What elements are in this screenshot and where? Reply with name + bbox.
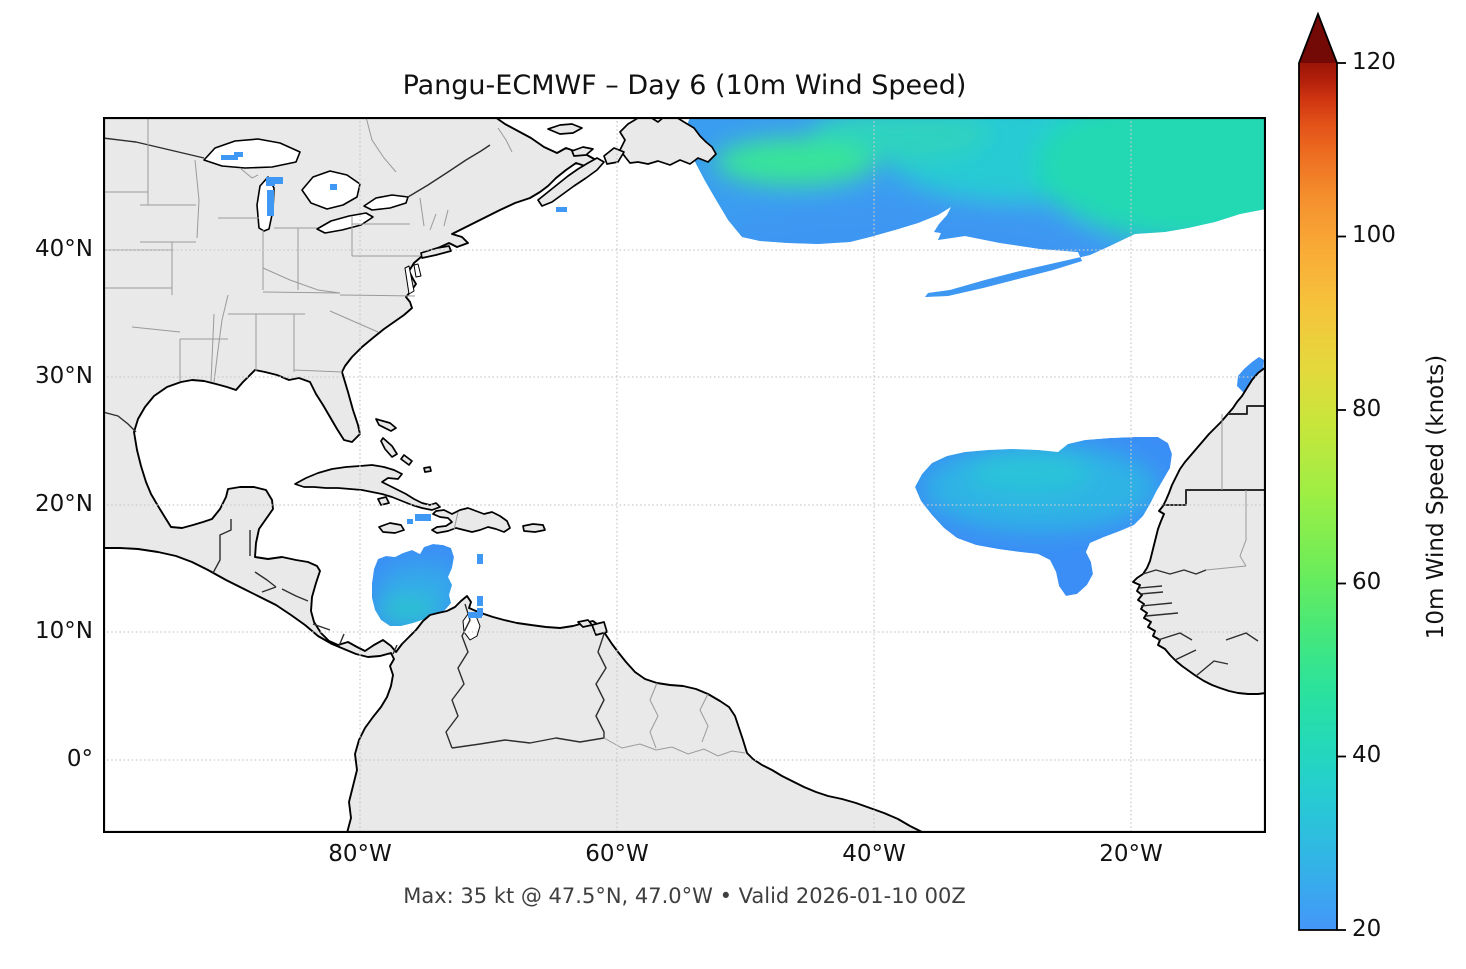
colorbar-tick-label-60: 60: [1352, 569, 1382, 595]
turks-islands: [423, 466, 432, 473]
cuba: [294, 464, 441, 511]
y-tick-label-10n: 10°N: [35, 618, 93, 644]
gridlines: [103, 117, 1266, 833]
chesapeake-bay: [404, 265, 415, 295]
y-tick-label-20n: 20°N: [35, 491, 93, 517]
colorbar-tick-marks: [1337, 62, 1346, 931]
lake-superior: [203, 138, 301, 169]
wind-specks: [221, 152, 567, 618]
x-tick-label-40w: 40°W: [842, 841, 906, 867]
colorbar-outline: [1298, 11, 1338, 931]
great-lakes: [203, 138, 481, 641]
x-tick-label-80w: 80°W: [328, 841, 392, 867]
chart-title: Pangu-ECMWF – Day 6 (10m Wind Speed): [402, 70, 967, 101]
colorbar: [1298, 11, 1346, 931]
lake-erie: [316, 212, 374, 234]
land-masses: [102, 116, 1267, 834]
colorbar-arrow: [1299, 14, 1337, 63]
colorbar-tick-label-120: 120: [1352, 49, 1396, 75]
colorbar-tick-label-20: 20: [1352, 916, 1382, 942]
state-borders: [103, 116, 1247, 757]
wind-patch-caribbean: [372, 544, 454, 626]
figure-caption: Max: 35 kt @ 47.5°N, 47.0°W • Valid 2026…: [403, 884, 966, 908]
lake-ontario: [363, 194, 409, 211]
bahamas-2: [380, 437, 398, 458]
x-tick-label-20w: 20°W: [1099, 841, 1163, 867]
country-borders: [102, 137, 1266, 749]
y-tick-label-0: 0°: [66, 746, 93, 772]
isle-of-youth: [377, 496, 390, 506]
hispaniola: [431, 507, 511, 534]
long-island: [420, 245, 452, 259]
delaware-bay: [413, 263, 422, 278]
nova-scotia: [537, 157, 605, 207]
colorbar-axis-label: 10m Wind Speed (knots): [1423, 354, 1449, 640]
bahamas-3: [400, 454, 413, 466]
colorbar-tick-label-40: 40: [1352, 742, 1382, 768]
prince-edward-island: [571, 146, 594, 157]
africa: [1132, 366, 1267, 695]
y-tick-label-30n: 30°N: [35, 363, 93, 389]
newfoundland: [619, 116, 717, 166]
bahamas-1: [375, 418, 397, 432]
wind-patch-morocco: [1237, 357, 1264, 393]
colorbar-gradient: [1299, 63, 1337, 930]
puerto-rico: [522, 523, 546, 533]
y-tick-label-40n: 40°N: [35, 236, 93, 262]
wind-patch-east-atlantic: [915, 437, 1172, 596]
anticosti-island: [547, 123, 583, 135]
colorbar-tick-label-80: 80: [1352, 396, 1382, 422]
x-tick-label-60w: 60°W: [585, 841, 649, 867]
map-frame: [102, 116, 1267, 834]
map-svg: [102, 116, 1267, 834]
map-plot: [102, 116, 1267, 834]
jamaica: [378, 522, 405, 534]
colorbar-tick-label-100: 100: [1352, 222, 1396, 248]
cape-breton: [603, 147, 625, 165]
